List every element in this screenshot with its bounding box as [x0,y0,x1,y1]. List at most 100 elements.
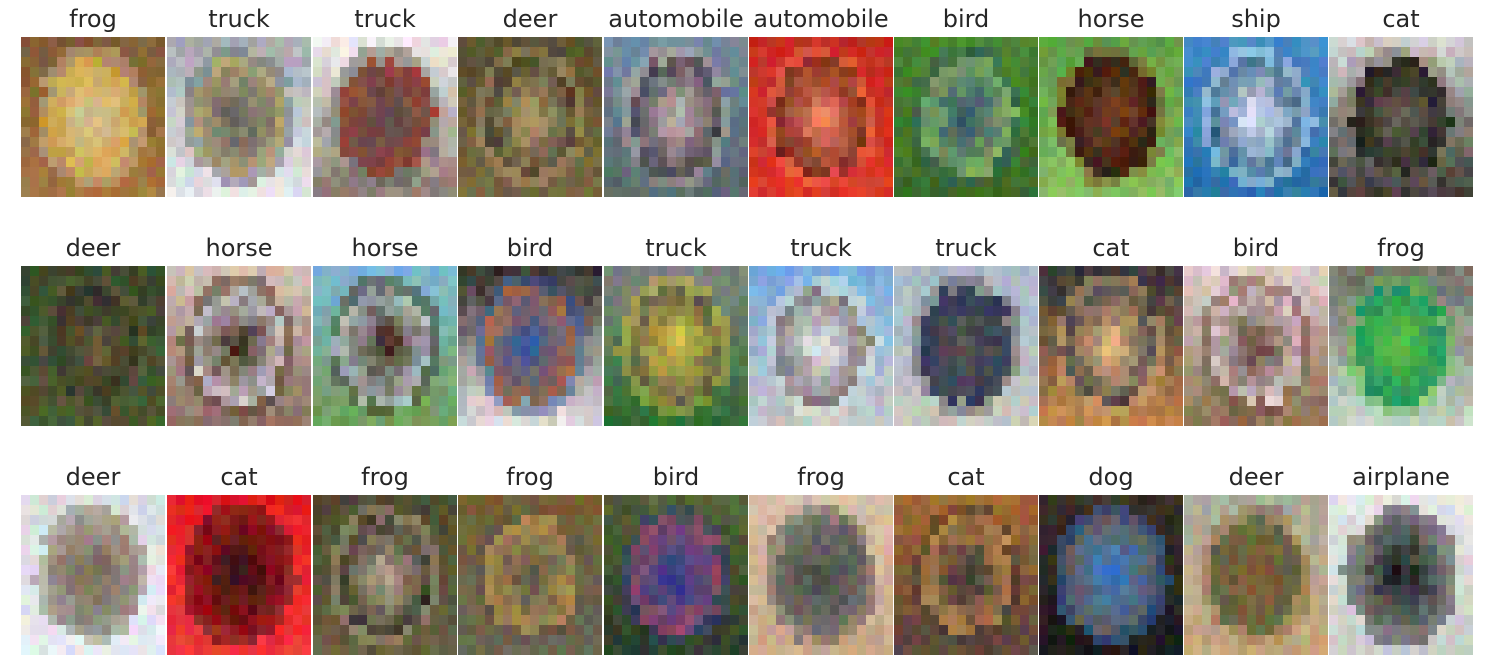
thumbnail-pixel [367,406,377,417]
thumbnail-pixel [884,276,893,287]
thumbnail-pixel [1147,416,1157,426]
thumbnail-pixel [111,276,121,287]
thumbnail-pixel [575,346,585,357]
thumbnail-pixel [894,406,904,417]
thumbnail-pixel [167,97,177,108]
thumbnail-pixel [1184,316,1194,327]
thumbnail-pixel [857,67,867,78]
thumbnail-pixel [167,37,177,48]
thumbnail-pixel [712,356,722,367]
thumbnail-art [604,37,748,197]
thumbnail-pixel [221,276,231,287]
thumbnail-pixel [939,286,949,297]
thumbnail-pixel [539,117,549,128]
thumbnail-pixel [640,87,650,98]
thumbnail-pixel [939,406,949,417]
thumbnail-pixel [966,306,976,317]
thumbnail-pixel [439,266,449,277]
thumbnail-pixel [884,356,893,367]
thumbnail-pixel [685,386,695,397]
thumbnail-pixel [966,366,976,377]
thumbnail-pixel [703,87,713,98]
thumbnail-pixel [302,57,311,68]
thumbnail-pixel [1392,286,1402,297]
thumbnail-pixel [412,127,422,138]
thumbnail-pixel [1247,87,1257,98]
thumbnail-art [894,266,1038,426]
thumbnail-pixel [257,366,267,377]
thumbnail-pixel [1437,167,1447,178]
thumbnail-pixel [857,57,867,68]
thumbnail-pixel [1111,77,1121,88]
thumbnail-pixel [494,57,504,68]
thumbnail-pixel [557,316,567,327]
thumbnail-pixel [685,37,695,48]
thumbnail-pixel [1002,286,1012,297]
thumbnail-pixel [1048,97,1058,108]
thumbnail-pixel [485,57,495,68]
thumbnail-pixel [1202,286,1212,297]
thumbnail-pixel [975,97,985,108]
thumbnail-pixel [257,137,267,148]
thumbnail-pixel [857,336,867,347]
thumbnail-pixel [812,386,822,397]
thumbnail-pixel [948,57,958,68]
thumbnail-pixel [530,346,540,357]
thumbnail-pixel [212,87,222,98]
thumbnail-pixel [921,386,931,397]
thumbnail-pixel [21,326,31,337]
thumbnail-pixel [212,326,222,337]
thumbnail-pixel [948,416,958,426]
thumbnail-pixel [239,167,249,178]
thumbnail-pixel [1347,107,1357,118]
thumbnail-pixel [203,296,213,307]
thumbnail-pixel [830,366,840,377]
thumbnail-pixel [358,396,368,407]
thumbnail-pixel [966,396,976,407]
thumbnail-pixel [340,286,350,297]
thumbnail-pixel [694,117,704,128]
thumbnail-pixel [120,117,130,128]
thumbnail-pixel [66,137,76,148]
thumbnail-pixel [1283,107,1293,118]
thumbnail-pixel [730,37,740,48]
thumbnail-pixel [712,396,722,407]
thumbnail-pixel [331,336,341,347]
thumbnail-pixel [93,406,103,417]
thumbnail-pixel [1374,117,1384,128]
thumbnail-pixel [803,187,813,197]
thumbnail-pixel [821,406,831,417]
thumbnail-pixel [512,127,522,138]
thumbnail-pixel [421,376,431,387]
thumbnail-pixel [230,336,240,347]
thumbnail-pixel [503,266,513,277]
thumbnail-pixel [156,177,165,188]
thumbnail-pixel [203,157,213,168]
thumbnail-pixel [939,47,949,58]
thumbnail-pixel [903,306,913,317]
thumbnail-pixel [185,346,195,357]
thumbnail-pixel [884,346,893,357]
thumbnail-pixel [1238,406,1248,417]
thumbnail-pixel [640,376,650,387]
thumbnail-pixel [1048,366,1058,377]
thumbnail-pixel [1138,296,1148,307]
thumbnail-pixel [1392,147,1402,158]
thumbnail-pixel [1075,276,1085,287]
thumbnail-pixel [1174,376,1183,387]
thumbnail-pixel [649,286,659,297]
thumbnail-pixel [1301,276,1311,287]
thumbnail-pixel [147,416,157,426]
thumbnail-pixel [340,187,350,197]
thumbnail-pixel [566,67,576,78]
thumbnail-pixel [1011,356,1021,367]
thumbnail-pixel [84,147,94,158]
thumbnail-pixel [1392,107,1402,118]
thumbnail-pixel [1274,77,1284,88]
thumbnail-pixel [776,137,786,148]
thumbnail-pixel [575,326,585,337]
thumbnail-pixel [1057,77,1067,88]
thumbnail-pixel [839,306,849,317]
thumbnail-pixel [1247,187,1257,197]
thumbnail-pixel [1437,117,1447,128]
